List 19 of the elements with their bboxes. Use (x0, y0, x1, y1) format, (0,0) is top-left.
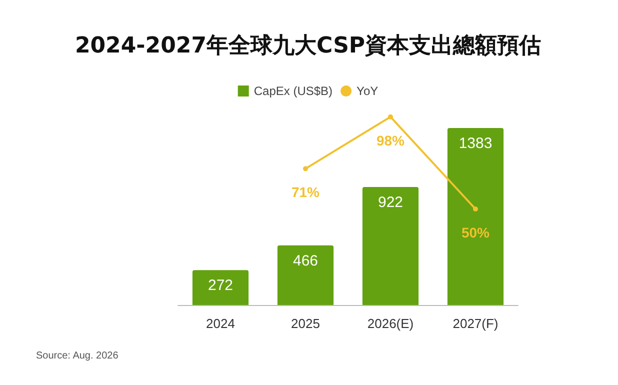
data-label: 272 (208, 277, 234, 294)
source-note: Source: Aug. 2026 (36, 350, 119, 362)
bar (277, 245, 334, 305)
data-label: 466 (292, 252, 318, 270)
x-tick-label: 2027(F) (452, 316, 498, 331)
legend-label: CapEx (US$B) (254, 84, 333, 98)
x-tick-label: 2025 (291, 316, 320, 331)
data-label: 71% (291, 184, 320, 200)
x-tick-label: 2024 (206, 316, 235, 331)
data-label: 1383 (458, 134, 492, 152)
bar (192, 270, 249, 305)
data-label: 50% (461, 224, 490, 240)
bar (447, 128, 504, 305)
bar (362, 186, 419, 305)
chart-title: 2024-2027年全球九大CSP資本支出總額預估 (74, 34, 542, 58)
data-label: 98% (376, 132, 406, 148)
legend-label: YoY (356, 84, 378, 98)
x-tick-label: 2026(E) (367, 316, 414, 331)
data-label: 922 (378, 194, 404, 211)
